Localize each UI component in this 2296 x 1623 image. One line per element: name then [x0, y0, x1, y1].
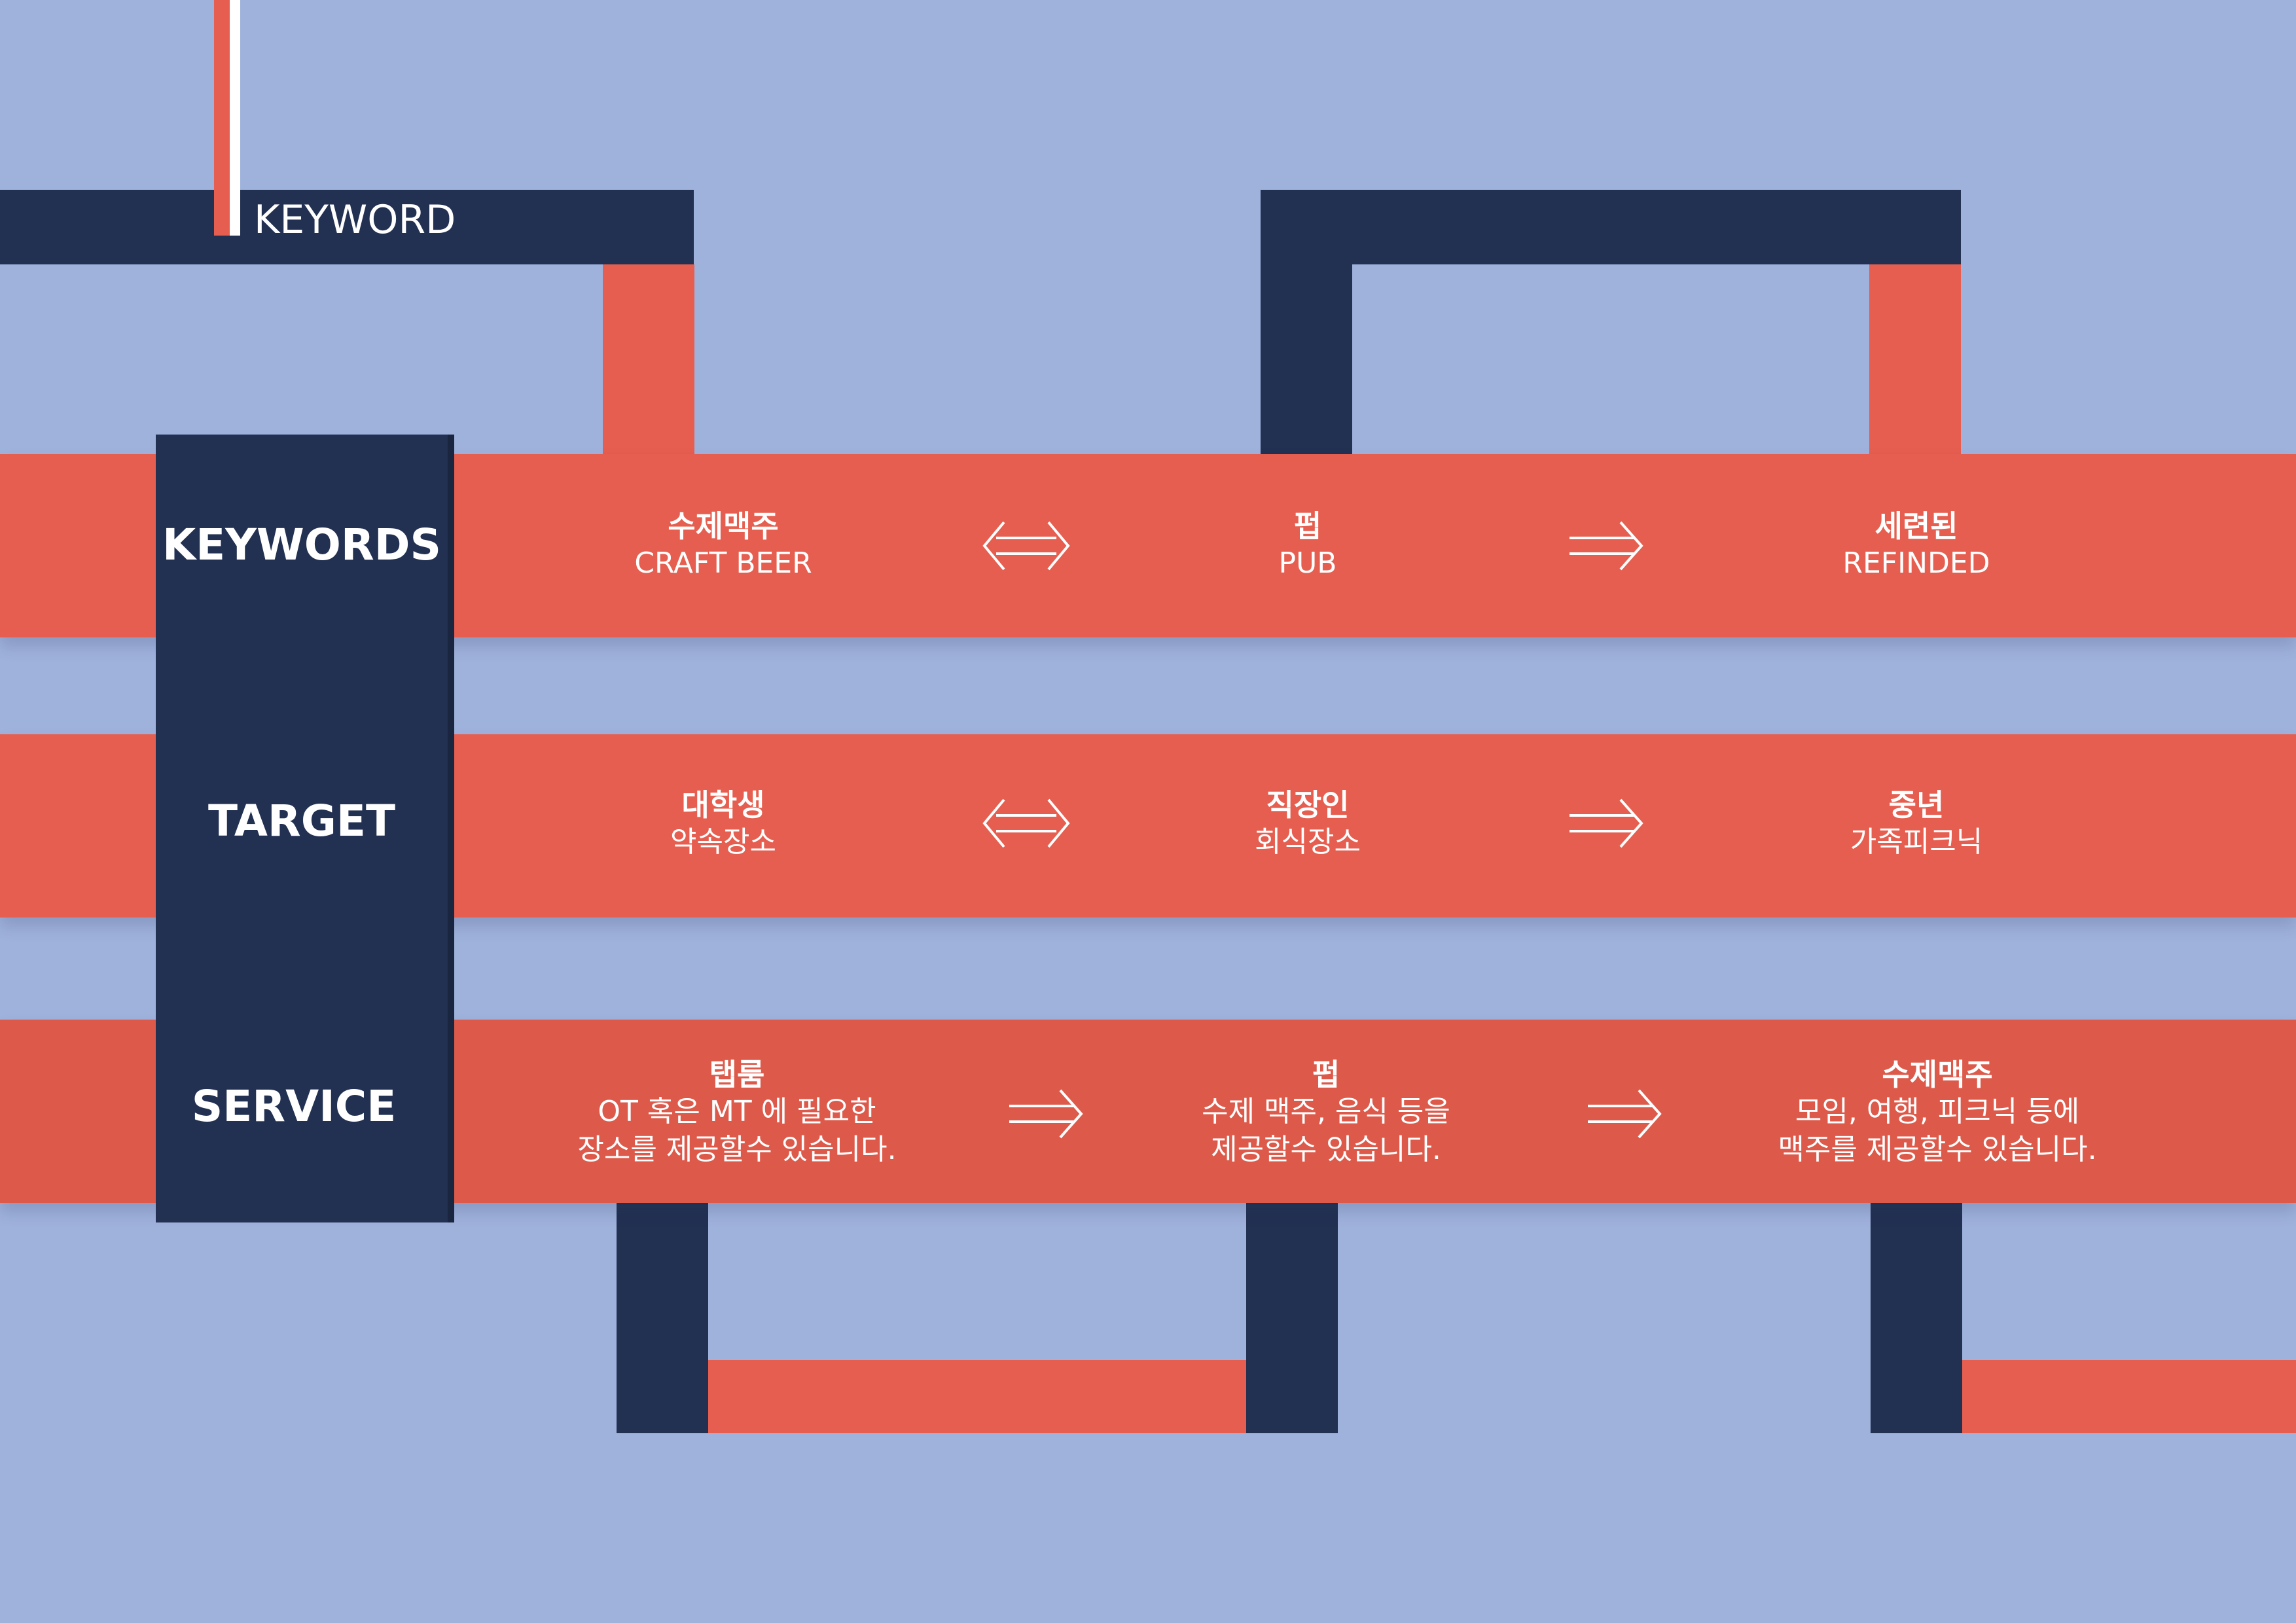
cell-title: 탭룸: [709, 1057, 765, 1092]
pipe-bottom-1-left: [617, 1198, 708, 1433]
cell-text: REFINDED: [1842, 546, 1990, 580]
cell-text: CRAFT BEER: [634, 546, 812, 580]
cell-target-1: 대학생 약속장소: [592, 787, 854, 861]
right-arrow-icon: [1570, 521, 1643, 571]
pipe-bottom-1-bar: [708, 1360, 1246, 1433]
cell-title: 수제맥주: [668, 508, 779, 544]
row-label-service: SERVICE: [191, 1081, 397, 1132]
top-left-stripe-cover: [214, 190, 230, 236]
row-label-target: TARGET: [207, 796, 396, 846]
pipe-bottom-2-bar: [1962, 1360, 2296, 1433]
cell-text: 약속장소: [670, 825, 776, 859]
cell-service-3: 수제맥주 모임, 여행, 피크닉 등에 맥주를 제공할수 있습니다.: [1741, 1056, 2134, 1169]
cell-title: 수제맥주: [1882, 1057, 1993, 1092]
cell-keywords-3: 세련된 REFINDED: [1785, 508, 2047, 582]
right-arrow-icon: [1009, 1089, 1083, 1139]
label-column: [156, 435, 448, 1222]
cell-keywords-2: 펍 PUB: [1177, 508, 1439, 582]
cell-text: 수제 맥주, 음식 등을: [1202, 1095, 1450, 1128]
cell-text: OT 혹은 MT 에 필요한: [598, 1095, 876, 1128]
double-arrow-icon: [982, 798, 1070, 848]
cell-service-1: 탭룸 OT 혹은 MT 에 필요한 장소를 제공할수 있습니다.: [541, 1056, 933, 1169]
cell-service-2: 펍 수제 맥주, 음식 등을 제공할수 있습니다.: [1130, 1056, 1522, 1169]
cell-keywords-1: 수제맥주 CRAFT BEER: [592, 508, 854, 582]
cell-title: 펍: [1293, 508, 1322, 544]
right-arrow-icon: [1570, 798, 1643, 848]
double-arrow-icon: [982, 521, 1070, 571]
cell-title: 세련된: [1874, 508, 1958, 544]
pipe-top-1: [603, 264, 694, 461]
keyword-header-label: KEYWORD: [254, 197, 456, 243]
cell-text: 가족피크닉: [1850, 825, 1983, 859]
right-arrow-icon: [1588, 1089, 1662, 1139]
cell-target-2: 직장인 회식장소: [1177, 787, 1439, 861]
pipe-top-2-right: [1869, 264, 1961, 461]
cell-target-3: 중년 가족피크닉: [1785, 787, 2047, 861]
cell-title: 펍: [1312, 1057, 1340, 1092]
pipe-top-2-bar: [1261, 190, 1961, 264]
cell-title: 직장인: [1266, 787, 1350, 823]
pipe-bottom-1-right: [1246, 1198, 1338, 1433]
pipe-bottom-2: [1871, 1198, 1962, 1433]
cell-title: 대학생: [681, 787, 765, 823]
cell-text: 제공할수 있습니다.: [1211, 1133, 1441, 1166]
cell-text: 맥주를 제공할수 있습니다.: [1778, 1133, 2097, 1166]
cell-text: 모임, 여행, 피크닉 등에: [1795, 1095, 2080, 1128]
cell-text: 장소를 제공할수 있습니다.: [577, 1133, 897, 1166]
top-left-stripe-cover-white: [230, 190, 240, 236]
cell-title: 중년: [1888, 787, 1945, 823]
cell-text: PUB: [1278, 546, 1337, 580]
cell-text: 회식장소: [1255, 825, 1361, 859]
row-label-keywords: KEYWORDS: [162, 520, 442, 570]
top-left-bar: [0, 190, 694, 264]
